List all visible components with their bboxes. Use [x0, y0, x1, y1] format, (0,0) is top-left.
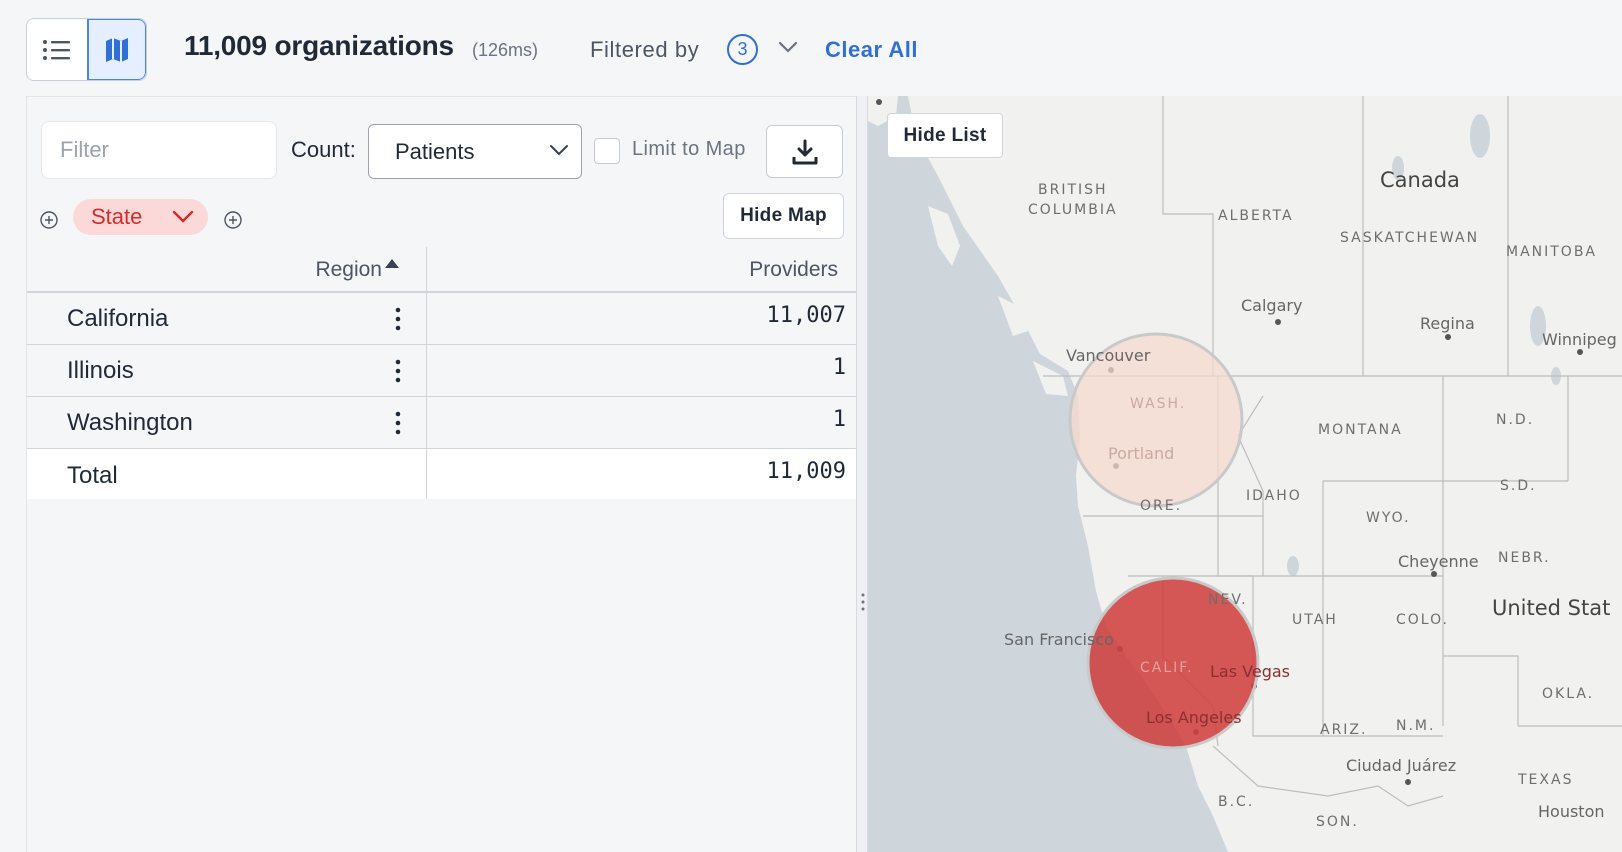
map-label: NEV.: [1208, 592, 1248, 608]
count-select[interactable]: Patients: [368, 124, 582, 179]
map-view-button[interactable]: [86, 19, 146, 80]
filtered-by-label: Filtered by: [590, 37, 700, 62]
map-label: NEBR.: [1498, 550, 1551, 566]
map-label: COLUMBIA: [1028, 202, 1118, 218]
hide-map-button[interactable]: Hide Map: [723, 193, 844, 239]
chevron-down-icon: [172, 210, 194, 223]
sort-ascending-icon: [385, 259, 399, 268]
chevron-down-icon[interactable]: [778, 40, 798, 54]
top-bar: 11,009 organizations (126ms) Filtered by…: [0, 0, 1622, 92]
list-icon: [42, 39, 70, 60]
column-header-providers[interactable]: Providers: [749, 258, 838, 281]
add-group-after-icon[interactable]: [223, 210, 243, 230]
filter-count-badge[interactable]: 3: [727, 34, 758, 65]
map-label: Las Vegas: [1210, 662, 1290, 681]
row-region: California: [27, 293, 427, 344]
map-label: B.C.: [1218, 794, 1255, 810]
map-label: IDAHO: [1246, 488, 1302, 504]
map-label: BRITISH: [1038, 182, 1108, 198]
map-view[interactable]: BRITISH COLUMBIA ALBERTA SASKATCHEWAN MA…: [868, 96, 1622, 852]
map-label: COLO.: [1396, 612, 1449, 628]
row-menu-icon[interactable]: [391, 307, 405, 331]
group-by-state-chip[interactable]: State: [73, 199, 208, 235]
map-label: Houston: [1538, 802, 1605, 821]
query-time: (126ms): [472, 40, 539, 60]
clear-all-link[interactable]: Clear All: [825, 37, 918, 62]
panel-resize-handle[interactable]: [856, 96, 868, 852]
map-label: MANITOBA: [1506, 244, 1598, 260]
map-label: SON.: [1316, 814, 1359, 830]
row-providers: 1: [832, 355, 846, 380]
map-label: N.M.: [1396, 718, 1436, 734]
map-label: Vancouver: [1066, 346, 1151, 365]
group-chip-label: State: [91, 204, 143, 229]
map-label: WYO.: [1366, 510, 1411, 526]
basemap: [868, 96, 1622, 852]
map-label: ORE.: [1140, 498, 1183, 514]
limit-to-map-checkbox[interactable]: [594, 138, 620, 164]
download-icon: [792, 139, 817, 164]
map-label: Winnipeg: [1542, 330, 1617, 349]
map-label: Calgary: [1241, 296, 1303, 315]
map-label: S.D.: [1500, 478, 1537, 494]
washington-bubble: [1068, 332, 1244, 508]
column-header-region[interactable]: Region: [27, 247, 427, 293]
map-label: Los Angeles: [1146, 708, 1242, 727]
map-label: OKLA.: [1542, 686, 1595, 702]
row-providers: 11,007: [766, 303, 846, 328]
map-label: Regina: [1420, 314, 1475, 333]
row-menu-icon[interactable]: [391, 411, 405, 435]
table-total-row: Total 11,009: [27, 449, 860, 499]
map-label: ALBERTA: [1218, 208, 1294, 224]
row-providers: 1: [832, 407, 846, 432]
download-button[interactable]: [766, 125, 843, 178]
total-providers: 11,009: [766, 459, 846, 484]
organization-count: 11,009 organizations: [184, 30, 454, 61]
chevron-down-icon: [550, 145, 568, 156]
total-label: Total: [27, 449, 427, 499]
map-label: CALIF.: [1140, 660, 1194, 676]
add-group-before-icon[interactable]: [39, 210, 59, 230]
map-label: ARIZ.: [1320, 722, 1368, 738]
row-region: Illinois: [27, 345, 427, 396]
list-panel: Count: Patients Limit to Map State Hide …: [26, 96, 860, 852]
drag-handle-icon: [861, 593, 865, 611]
list-view-button[interactable]: [27, 19, 87, 80]
map-label: United Stat: [1492, 596, 1611, 620]
results-table: Region Providers California 11,007 Illin…: [27, 247, 860, 499]
map-label: Canada: [1380, 168, 1460, 192]
filter-input[interactable]: [41, 121, 277, 179]
limit-to-map-label: Limit to Map: [632, 138, 746, 160]
map-label: Portland: [1108, 444, 1175, 463]
pacific-ocean: [868, 96, 1228, 852]
california-bubble: [1086, 576, 1260, 750]
row-region: Washington: [27, 397, 427, 448]
hide-list-button[interactable]: Hide List: [887, 113, 1003, 158]
map-label: MONTANA: [1318, 422, 1403, 438]
map-icon: [105, 37, 128, 62]
row-menu-icon[interactable]: [391, 359, 405, 383]
map-label: Cheyenne: [1398, 552, 1479, 571]
table-row[interactable]: California 11,007: [27, 293, 860, 345]
table-header: Region Providers: [27, 247, 860, 293]
view-toggle: [26, 18, 147, 81]
map-label: San Francisco: [1004, 630, 1114, 649]
count-label: Count:: [291, 137, 356, 162]
count-select-value: Patients: [395, 138, 475, 164]
table-row[interactable]: Illinois 1: [27, 345, 860, 397]
table-row[interactable]: Washington 1: [27, 397, 860, 449]
map-label: UTAH: [1292, 612, 1338, 628]
map-label: N.D.: [1496, 412, 1535, 428]
map-label: WASH.: [1130, 396, 1187, 412]
map-label: Ciudad Juárez: [1346, 756, 1457, 775]
map-label: TEXAS: [1518, 772, 1574, 788]
map-label: SASKATCHEWAN: [1340, 230, 1480, 246]
